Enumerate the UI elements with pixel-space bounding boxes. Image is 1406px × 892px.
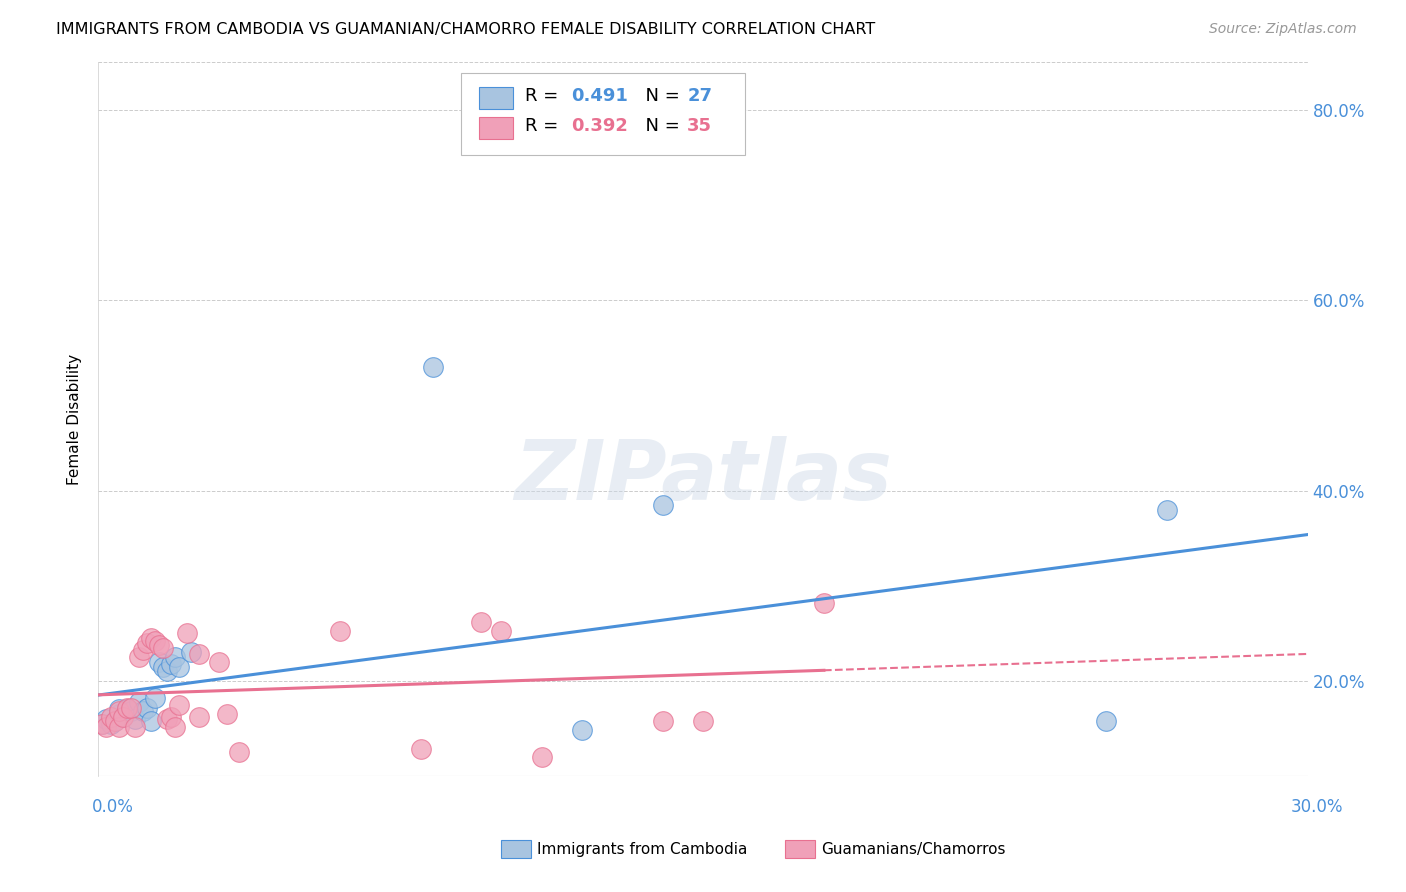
Point [156, 665, 179, 679]
Point [692, 714, 714, 728]
Point [124, 720, 146, 734]
Point [139, 714, 162, 728]
FancyBboxPatch shape [479, 118, 513, 139]
Text: N =: N = [634, 117, 686, 135]
Text: R =: R = [526, 87, 564, 105]
Point [530, 750, 553, 764]
Point [100, 716, 122, 731]
Point [167, 659, 190, 673]
Point [163, 720, 186, 734]
Point [217, 707, 239, 722]
Point [152, 659, 174, 673]
Point [111, 710, 134, 724]
Point [651, 498, 673, 512]
Point [148, 638, 170, 652]
Point [651, 714, 673, 728]
Point [422, 359, 444, 374]
Point [107, 720, 129, 734]
Point [143, 691, 166, 706]
Text: N =: N = [634, 87, 686, 105]
Point [107, 702, 129, 716]
Point [91, 716, 114, 731]
Point [188, 710, 211, 724]
Point [329, 624, 352, 639]
Point [143, 634, 166, 648]
Point [813, 596, 835, 610]
Text: IMMIGRANTS FROM CAMBODIA VS GUAMANIAN/CHAMORRO FEMALE DISABILITY CORRELATION CHA: IMMIGRANTS FROM CAMBODIA VS GUAMANIAN/CH… [56, 22, 876, 37]
FancyBboxPatch shape [785, 840, 815, 858]
Point [120, 704, 142, 718]
Point [491, 624, 513, 639]
Point [135, 636, 157, 650]
Text: 0.491: 0.491 [571, 87, 628, 105]
Point [124, 712, 146, 726]
Text: 0.392: 0.392 [571, 117, 628, 135]
Point [100, 710, 122, 724]
Point [208, 655, 231, 669]
Point [228, 745, 250, 759]
Point [132, 643, 155, 657]
FancyBboxPatch shape [461, 73, 745, 155]
FancyBboxPatch shape [479, 87, 513, 109]
Point [107, 704, 129, 718]
Text: 27: 27 [688, 87, 713, 105]
Text: Immigrants from Cambodia: Immigrants from Cambodia [537, 842, 748, 856]
Point [156, 712, 179, 726]
Point [128, 650, 150, 665]
Point [120, 700, 142, 714]
Point [139, 631, 162, 645]
Point [571, 723, 593, 738]
Point [103, 714, 125, 728]
FancyBboxPatch shape [501, 840, 531, 858]
Point [107, 707, 129, 722]
Point [111, 710, 134, 724]
Text: 30.0%: 30.0% [1291, 798, 1343, 816]
Text: 35: 35 [688, 117, 713, 135]
Point [176, 626, 198, 640]
Point [180, 645, 202, 659]
Point [167, 698, 190, 712]
Point [115, 700, 138, 714]
Point [409, 742, 432, 756]
Point [160, 710, 183, 724]
Point [103, 714, 125, 728]
Point [115, 702, 138, 716]
Text: Guamanians/Chamorros: Guamanians/Chamorros [821, 842, 1005, 856]
Point [96, 712, 118, 726]
Point [128, 695, 150, 709]
Point [188, 647, 211, 661]
Point [470, 615, 492, 629]
Point [163, 650, 186, 665]
Text: ZIPatlas: ZIPatlas [515, 436, 891, 516]
Point [1156, 502, 1178, 516]
Point [91, 716, 114, 731]
Point [148, 655, 170, 669]
Text: R =: R = [526, 117, 564, 135]
Point [1095, 714, 1118, 728]
Point [152, 640, 174, 655]
Point [132, 704, 155, 718]
Text: 0.0%: 0.0% [91, 798, 134, 816]
Point [135, 700, 157, 714]
Point [96, 720, 118, 734]
Point [160, 657, 183, 671]
Text: Source: ZipAtlas.com: Source: ZipAtlas.com [1209, 22, 1357, 37]
Y-axis label: Female Disability: Female Disability [67, 353, 83, 485]
